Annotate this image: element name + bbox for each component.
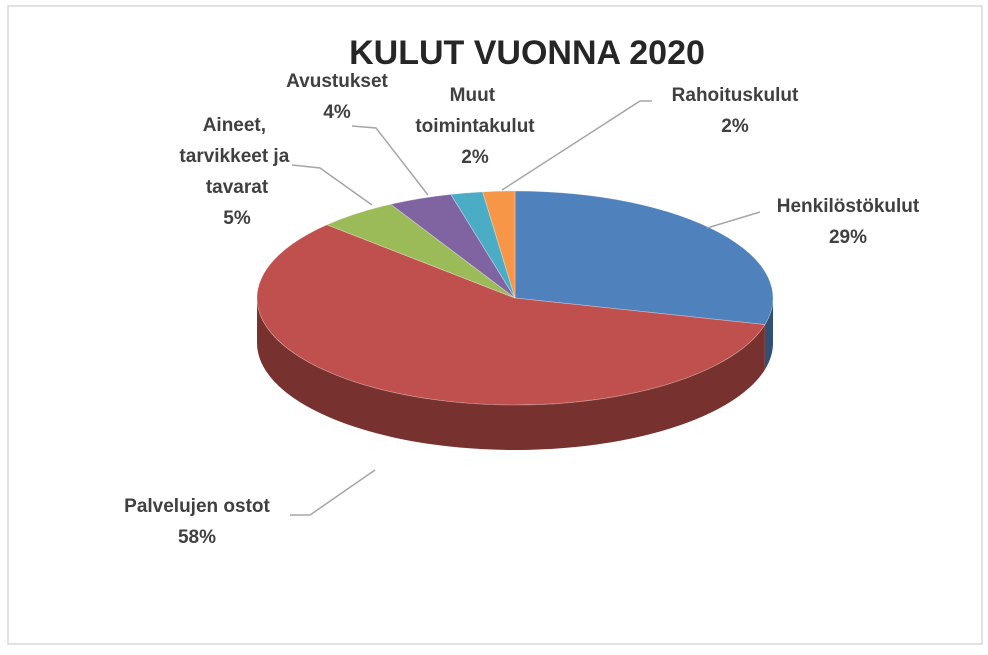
value-label: 58% [178,527,216,548]
pie-sides [257,298,773,450]
leader-line [501,100,652,191]
label-line: Aineet, [203,115,272,136]
category-label: Aineet, tarvikkeet ja tavarat [179,115,294,198]
leader-line [706,211,761,229]
pie-slice [325,203,516,299]
label-line: toimintakulut [415,116,535,137]
value-label: 2% [461,147,489,168]
value-label: 5% [223,208,251,229]
label-line: Muut [450,85,501,106]
pie-slice [389,193,516,299]
pie-slice [514,190,774,326]
leader-line [291,164,373,206]
value-label: 2% [721,116,749,137]
chart-title: KULUT VUONNA 2020 [349,34,705,72]
slice-side [764,298,773,370]
leader-line [290,469,376,516]
slice-side [257,298,765,450]
label-line: Avustukset [286,71,388,92]
category-label: Avustukset [286,71,388,92]
label-line: tarvikkeet ja [179,146,294,167]
category-label: Palvelujen ostot [124,496,270,517]
pie-slice [256,224,766,406]
labels: Henkilöstökulut 29% Palvelujen ostot 58% Ain… [124,71,920,548]
leader-line [351,125,429,196]
label-line: Henkilöstökulut [777,196,920,217]
category-label: Rahoituskulut [672,85,799,106]
label-line: tavarat [206,177,269,198]
pie-slice [450,191,516,299]
category-label: Henkilöstökulut [777,196,920,217]
label-line: Rahoituskulut [672,85,799,106]
label-line: Palvelujen ostot [124,496,270,517]
value-label: 4% [323,102,351,123]
value-label: 29% [829,227,867,248]
pie-slice [482,190,516,299]
pie-tops [256,190,774,406]
category-label: Muut toimintakulut [415,85,535,137]
